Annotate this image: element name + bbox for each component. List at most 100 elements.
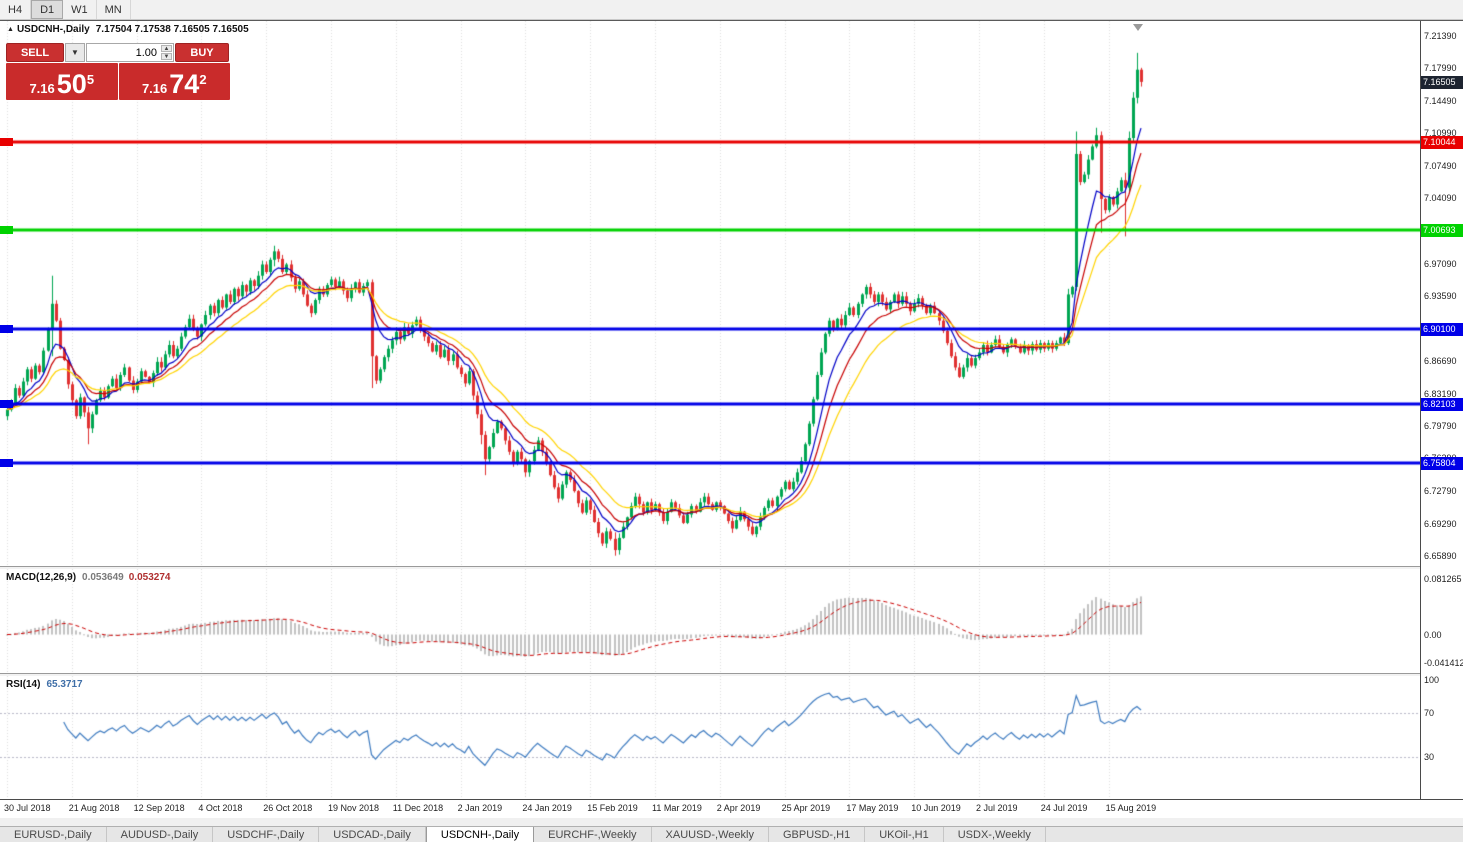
timeframe-button-d1[interactable]: D1 bbox=[31, 0, 64, 19]
date-tick-label: 4 Oct 2018 bbox=[198, 803, 243, 813]
price-tick-label: 7.21390 bbox=[1424, 31, 1457, 42]
price-tick-label: 6.65890 bbox=[1424, 550, 1457, 561]
ohlc-values: 7.17504 7.17538 7.16505 7.16505 bbox=[95, 24, 249, 35]
volume-input[interactable]: 1.00 ▲ ▼ bbox=[86, 43, 174, 62]
sell-price-main: 50 bbox=[56, 69, 87, 99]
volume-value: 1.00 bbox=[135, 46, 157, 59]
date-tick-label: 11 Dec 2018 bbox=[392, 803, 444, 813]
date-tick-label: 10 Jun 2019 bbox=[911, 803, 961, 813]
level-price-badge: 6.90100 bbox=[1421, 323, 1463, 337]
date-tick-label: 2 Jul 2019 bbox=[976, 803, 1018, 813]
date-axis[interactable]: 30 Jul 2018 21 Aug 2018 12 Sep 2018 4 Oct 2… bbox=[0, 799, 1463, 818]
level-price-badge: 6.82103 bbox=[1421, 397, 1463, 411]
date-tick-label: 24 Jan 2019 bbox=[522, 803, 572, 813]
price-tick-label: 7.10990 bbox=[1424, 128, 1457, 139]
sell-price-pip: 5 bbox=[86, 72, 95, 87]
level-price-badge: 7.00693 bbox=[1421, 223, 1463, 237]
panel-splitter[interactable] bbox=[0, 673, 1420, 677]
date-tick-label: 2 Jan 2019 bbox=[457, 803, 503, 813]
chart-window: 7.21390 7.17990 7.14490 7.10990 7.07490 7.040… bbox=[0, 20, 1463, 818]
panel-splitter[interactable] bbox=[0, 566, 1420, 570]
rsi-label: RSI(14) bbox=[6, 679, 41, 690]
date-tick-label: 15 Feb 2019 bbox=[587, 803, 638, 813]
buy-price-pip: 2 bbox=[199, 72, 207, 87]
level-price-badge: 6.75804 bbox=[1421, 456, 1463, 470]
chart-tabs-bar: EURUSD-,Daily AUDUSD-,Daily USDCHF-,Daily U… bbox=[0, 826, 1463, 842]
price-tick-label: 7.04090 bbox=[1424, 193, 1457, 204]
current-price-badge: 7.16505 bbox=[1421, 75, 1463, 89]
tab-xauusd-weekly[interactable]: XAUUSD-,Weekly bbox=[652, 827, 769, 842]
date-tick-label: 2 Apr 2019 bbox=[716, 803, 761, 813]
buy-button[interactable]: BUY bbox=[175, 43, 229, 62]
tab-eurchf-weekly[interactable]: EURCHF-,Weekly bbox=[534, 827, 652, 842]
price-tick-label: 7.14490 bbox=[1424, 95, 1457, 106]
one-click-trading-panel: SELL ▼ 1.00 ▲ ▼ BUY 7.16 50 5 7.16 74 bbox=[6, 43, 230, 100]
tab-usdchf-daily[interactable]: USDCHF-,Daily bbox=[213, 827, 320, 842]
price-axis[interactable]: 7.21390 7.17990 7.14490 7.10990 7.07490 7.040… bbox=[1420, 21, 1463, 799]
sell-button[interactable]: SELL bbox=[6, 43, 64, 62]
tab-usdx-weekly[interactable]: USDX-,Weekly bbox=[944, 827, 1046, 842]
timeframe-button-h4[interactable]: H4 bbox=[0, 0, 32, 19]
buy-price-main: 74 bbox=[169, 69, 200, 99]
macd-signal-value: 0.053274 bbox=[128, 572, 171, 583]
buy-price-display[interactable]: 7.16 74 2 bbox=[118, 63, 230, 100]
level-left-marker bbox=[0, 399, 13, 408]
level-left-marker bbox=[0, 458, 13, 467]
timeframe-toolbar: H4 D1 W1 MN bbox=[0, 0, 1463, 20]
rsi-tick-label: 30 bbox=[1424, 752, 1435, 762]
rsi-tick-label: 70 bbox=[1424, 708, 1435, 718]
tab-usdcnh-daily[interactable]: USDCNH-,Daily bbox=[425, 827, 535, 842]
tab-audusd-daily[interactable]: AUDUSD-,Daily bbox=[107, 827, 214, 842]
macd-label: MACD(12,26,9) bbox=[6, 572, 77, 583]
price-tick-label: 7.17990 bbox=[1424, 62, 1457, 73]
macd-main-value: 0.053649 bbox=[82, 572, 124, 583]
rsi-tick-label: 100 bbox=[1424, 675, 1440, 685]
date-tick-label: 30 Jul 2018 bbox=[4, 803, 51, 813]
level-left-marker bbox=[0, 325, 13, 334]
main-chart-canvas[interactable] bbox=[0, 21, 1420, 566]
level-left-marker bbox=[0, 138, 13, 147]
date-tick-label: 12 Sep 2018 bbox=[133, 803, 185, 813]
date-tick-label: 15 Aug 2019 bbox=[1105, 803, 1157, 813]
chart-shift-marker-icon bbox=[1133, 24, 1143, 31]
buy-price-prefix: 7.16 bbox=[141, 81, 168, 96]
collapse-triangle-icon: ▲ bbox=[7, 26, 14, 33]
date-tick-label: 24 Jul 2019 bbox=[1040, 803, 1088, 813]
date-tick-label: 17 May 2019 bbox=[846, 803, 899, 813]
volume-increase-button[interactable]: ▲ bbox=[161, 45, 172, 52]
date-tick-label: 11 Mar 2019 bbox=[652, 803, 702, 813]
date-tick-label: 19 Nov 2018 bbox=[328, 803, 380, 813]
macd-chart-canvas[interactable] bbox=[0, 569, 1420, 673]
chevron-down-icon: ▼ bbox=[71, 48, 79, 57]
tab-usdcad-daily[interactable]: USDCAD-,Daily bbox=[319, 827, 426, 842]
level-price-badge: 7.10044 bbox=[1421, 136, 1463, 150]
tab-eurusd-daily[interactable]: EURUSD-,Daily bbox=[0, 827, 107, 842]
tab-gbpusd-h1[interactable]: GBPUSD-,H1 bbox=[769, 827, 866, 842]
price-tick-label: 6.97090 bbox=[1424, 258, 1457, 269]
date-tick-label: 25 Apr 2019 bbox=[781, 803, 831, 813]
rsi-value: 65.3717 bbox=[46, 679, 83, 690]
rsi-chart-canvas[interactable] bbox=[0, 676, 1420, 798]
price-tick-label: 6.93590 bbox=[1424, 291, 1457, 302]
price-tick-label: 6.79790 bbox=[1424, 420, 1457, 431]
symbol-label: USDCNH-,Daily bbox=[16, 24, 90, 35]
volume-dropdown-button[interactable]: ▼ bbox=[65, 43, 85, 62]
level-left-marker bbox=[0, 225, 13, 234]
price-tick-label: 6.86690 bbox=[1424, 356, 1457, 367]
rsi-indicator-title: RSI(14) 65.3717 bbox=[6, 679, 83, 690]
macd-tick-label: 0.00 bbox=[1424, 629, 1442, 640]
tab-ukoil-h1[interactable]: UKOil-,H1 bbox=[865, 827, 944, 842]
date-tick-label: 21 Aug 2018 bbox=[68, 803, 120, 813]
timeframe-button-mn[interactable]: MN bbox=[97, 0, 131, 19]
sell-price-display[interactable]: 7.16 50 5 bbox=[6, 63, 118, 100]
date-tick-label: 26 Oct 2018 bbox=[263, 803, 313, 813]
sell-price-prefix: 7.16 bbox=[29, 81, 55, 96]
volume-decrease-button[interactable]: ▼ bbox=[161, 53, 172, 60]
chart-symbol-title: ▲ USDCNH-,Daily 7.17504 7.17538 7.16505 7.… bbox=[7, 24, 249, 35]
price-tick-label: 6.72790 bbox=[1424, 486, 1457, 497]
macd-tick-label: -0.041412 bbox=[1424, 657, 1463, 668]
macd-indicator-title: MACD(12,26,9) 0.053649 0.053274 bbox=[6, 572, 170, 583]
macd-tick-label: 0.081265 bbox=[1424, 574, 1462, 584]
timeframe-button-w1[interactable]: W1 bbox=[63, 0, 97, 19]
